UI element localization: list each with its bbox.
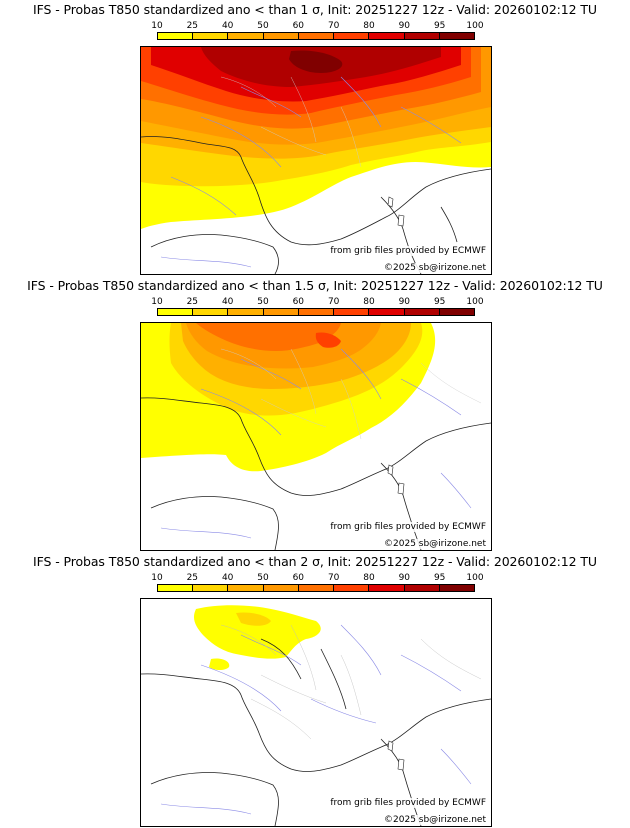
legend-tick: 100 xyxy=(466,297,484,307)
legend-swatch xyxy=(298,309,335,315)
legend-swatch xyxy=(263,33,299,39)
legend-tick: 60 xyxy=(292,297,305,307)
legend-tick: 10 xyxy=(151,573,163,583)
map-panel-2: IFS - Probas T850 standardized ano < tha… xyxy=(0,276,630,552)
legend-swatch xyxy=(369,33,405,39)
copyright-credit: ©2025 sb@irizone.net xyxy=(383,539,487,549)
legend-tick: 40 xyxy=(221,297,234,307)
legend-swatch xyxy=(193,33,229,39)
legend-tick: 70 xyxy=(327,297,340,307)
legend-tick: 60 xyxy=(292,573,305,583)
legend-tick: 80 xyxy=(363,21,375,31)
legend-tick: 25 xyxy=(186,297,199,307)
legend-tick: 25 xyxy=(186,21,199,31)
probability-map-3: from grib files provided by ECMWF ©2025 … xyxy=(140,598,492,827)
legend-swatch xyxy=(439,33,474,39)
legend-tick: 90 xyxy=(398,573,411,583)
legend-tick: 50 xyxy=(257,573,269,583)
legend-swatch xyxy=(158,309,194,315)
legend-swatch xyxy=(439,309,474,315)
legend-tick: 10 xyxy=(151,21,163,31)
panel-title: IFS - Probas T850 standardized ano < tha… xyxy=(33,2,597,17)
legend-swatch xyxy=(334,585,370,591)
legend-swatch xyxy=(158,33,194,39)
legend-tick: 40 xyxy=(221,573,234,583)
legend-color-bar xyxy=(157,308,475,316)
legend-tick-labels: 10 25 40 50 60 70 80 90 95 100 xyxy=(151,297,483,308)
legend-swatch xyxy=(158,585,194,591)
copyright-credit: ©2025 sb@irizone.net xyxy=(383,263,487,273)
legend-swatch xyxy=(404,309,440,315)
legend-tick: 80 xyxy=(363,573,375,583)
color-legend: 10 25 40 50 60 70 80 90 95 100 xyxy=(151,21,484,42)
legend-swatch xyxy=(263,309,299,315)
legend-tick: 80 xyxy=(363,297,375,307)
legend-tick: 100 xyxy=(466,21,484,31)
legend-swatch xyxy=(334,33,370,39)
legend-tick: 90 xyxy=(398,297,411,307)
legend-tick: 95 xyxy=(433,573,446,583)
legend-swatch xyxy=(439,585,474,591)
legend-swatch xyxy=(334,309,370,315)
legend-swatch xyxy=(369,585,405,591)
legend-swatch xyxy=(404,585,440,591)
legend-swatch xyxy=(263,585,299,591)
legend-swatch xyxy=(298,585,335,591)
panel-title: IFS - Probas T850 standardized ano < tha… xyxy=(27,278,603,293)
data-source-credit: from grib files provided by ECMWF xyxy=(329,798,487,808)
legend-color-bar xyxy=(157,584,475,592)
legend-tick-labels: 10 25 40 50 60 70 80 90 95 100 xyxy=(151,573,483,584)
probability-map-1: from grib files provided by ECMWF ©2025 … xyxy=(140,46,492,275)
data-source-credit: from grib files provided by ECMWF xyxy=(329,522,487,532)
legend-tick: 95 xyxy=(433,21,446,31)
legend-tick-labels: 10 25 40 50 60 70 80 90 95 100 xyxy=(151,21,483,32)
legend-tick: 10 xyxy=(151,297,163,307)
legend-swatch xyxy=(193,309,229,315)
legend-tick: 40 xyxy=(221,21,234,31)
data-source-credit: from grib files provided by ECMWF xyxy=(329,246,487,256)
legend-swatch xyxy=(404,33,440,39)
map-panel-1: IFS - Probas T850 standardized ano < tha… xyxy=(0,0,630,276)
legend-tick: 50 xyxy=(257,297,269,307)
legend-tick: 50 xyxy=(257,21,269,31)
legend-tick: 100 xyxy=(466,573,484,583)
color-legend: 10 25 40 50 60 70 80 90 95 100 xyxy=(151,573,484,594)
legend-swatch xyxy=(369,309,405,315)
legend-tick: 60 xyxy=(292,21,305,31)
legend-swatch xyxy=(228,309,264,315)
legend-swatch xyxy=(228,585,264,591)
map-panel-3: IFS - Probas T850 standardized ano < tha… xyxy=(0,552,630,828)
copyright-credit: ©2025 sb@irizone.net xyxy=(383,815,487,825)
legend-swatch xyxy=(228,33,264,39)
legend-swatch xyxy=(298,33,335,39)
legend-tick: 70 xyxy=(327,21,340,31)
probability-map-2: from grib files provided by ECMWF ©2025 … xyxy=(140,322,492,551)
legend-swatch xyxy=(193,585,229,591)
legend-tick: 70 xyxy=(327,573,340,583)
legend-tick: 25 xyxy=(186,573,199,583)
legend-tick: 90 xyxy=(398,21,411,31)
panel-title: IFS - Probas T850 standardized ano < tha… xyxy=(33,554,597,569)
color-legend: 10 25 40 50 60 70 80 90 95 100 xyxy=(151,297,484,318)
legend-tick: 95 xyxy=(433,297,446,307)
legend-color-bar xyxy=(157,32,475,40)
